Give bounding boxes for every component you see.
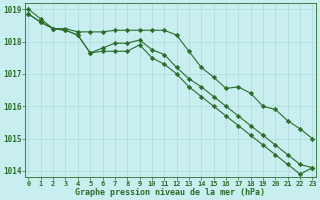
X-axis label: Graphe pression niveau de la mer (hPa): Graphe pression niveau de la mer (hPa): [76, 188, 265, 197]
